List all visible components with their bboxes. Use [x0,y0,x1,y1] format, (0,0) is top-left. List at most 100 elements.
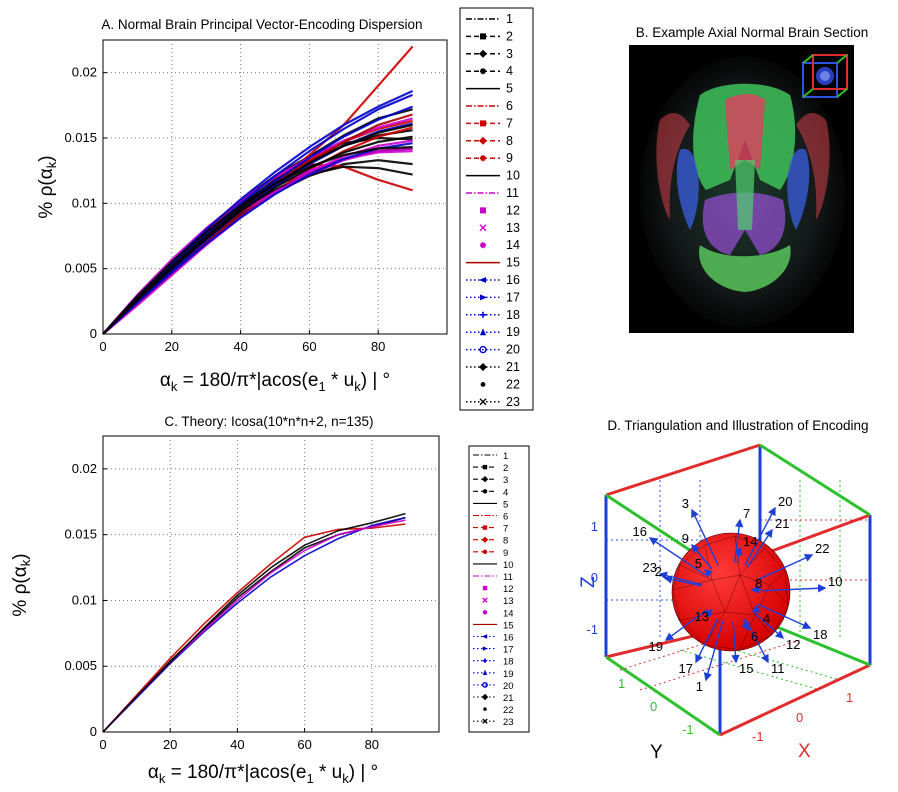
vector-label: 2 [655,564,662,579]
legend-entry-18: 18 [466,308,520,322]
legend-label: 16 [503,633,514,644]
legend-label: 7 [503,524,508,535]
legend-marker [480,155,486,162]
series-22-line [102,146,413,335]
vector-14: 14 [734,534,757,563]
legend-label: 21 [506,360,520,374]
legend-label: 6 [506,99,513,113]
legend-marker [482,658,488,663]
legend-label: 9 [503,548,508,559]
vector-label: 7 [743,506,750,521]
legend-label: 23 [503,717,514,728]
vector-1: 1 [696,620,724,694]
vector-arrow [734,546,743,563]
legend-entry-4: 4 [466,64,513,78]
legend-marker [479,224,487,232]
legend-marker [482,646,489,651]
legend-label: 13 [503,596,514,607]
legend-marker [482,489,488,494]
series-16-line [102,516,406,733]
vector-arrow [741,619,750,632]
legend-entry-1: 1 [473,451,508,462]
marker-diamond [481,693,489,701]
legend-label: 2 [503,463,508,474]
legend-marker [482,585,488,591]
panel-a-ticks: 0 20 40 60 80 0 0.005 0.01 0.015 0.02 [64,65,385,354]
series-6-line [102,523,406,733]
legend-marker [482,682,488,688]
vector-label: 3 [682,496,689,511]
legend-marker [482,549,488,554]
vector-label: 4 [763,611,770,626]
x-tick-label: 80 [365,737,379,752]
vector-arrow [703,620,724,682]
vector-arrow [758,554,814,581]
legend-entry-9: 9 [473,548,508,559]
vector-arrow [663,575,702,587]
legend-entry-12: 12 [482,584,514,595]
legend-entry-14: 14 [482,608,514,619]
vector-16: 16 [633,524,707,576]
x-tick-label: 20 [163,737,177,752]
y-axis-label: Y [650,742,663,763]
vector-label: 18 [813,627,827,642]
z-tick-0: 0 [591,570,598,585]
panel-a-chart: A. Normal Brain Principal Vector-Encodin… [36,17,448,394]
marker-x [479,224,487,232]
z-tick-neg1: -1 [586,622,598,637]
legend-entry-8: 8 [473,536,508,547]
panel-a-grid [103,40,447,334]
legend-marker [479,277,486,283]
legend-marker [480,68,486,75]
legend-marker [479,345,487,354]
legend-marker [482,718,488,724]
vector-19: 19 [649,609,708,654]
x-tick-label: 60 [297,737,311,752]
marker-triangle-right [480,294,487,301]
brain-section-image [640,56,846,328]
legend-entry-5: 5 [466,82,513,96]
vector-20: 20 [744,494,792,566]
legend-label: 7 [506,116,513,130]
marker-diamond [481,536,489,543]
legend-marker [481,476,489,483]
marker-triangle-up [480,328,486,336]
y-tick-1: 1 [618,676,625,691]
vector-4: 4 [751,604,770,626]
legend-marker [482,597,488,603]
vector-18: 18 [758,603,827,642]
x-tick-label: 0 [99,737,106,752]
vector-6: 6 [741,619,758,644]
legend-label: 8 [503,536,508,547]
legend-entry-16: 16 [466,273,520,287]
legend-entry-22: 22 [483,705,514,716]
y-tick-label: 0.015 [64,527,97,542]
legend-marker [482,525,488,530]
marker-triangle-up [482,669,488,675]
vector-3: 3 [682,496,719,566]
marker-dot [480,382,486,387]
panel-a-legend-box [459,7,534,411]
y-tick-label: 0.01 [72,195,97,210]
marker-square [480,120,486,127]
marker-circle [482,682,488,688]
marker-star [480,155,486,162]
panel-c-xlabel: αk = 180/π*|acos(e1 * uk) | ° [148,762,378,786]
vector-label: 5 [695,556,702,571]
legend-label: 8 [506,134,513,148]
vector-12: 12 [753,611,800,652]
panel-b-title: B. Example Axial Normal Brain Section [636,25,869,40]
legend-label: 10 [503,560,514,571]
y-tick-label: 0.02 [72,65,97,80]
y-tick-label: 0 [90,724,97,739]
legend-label: 10 [506,169,520,183]
marker-triangle-left [481,634,488,639]
legend-marker [482,464,488,470]
y-tick-label: 0.005 [64,261,97,276]
orientation-cube-icon [802,54,848,98]
vector-label: 21 [775,516,789,531]
legend-entry-18: 18 [473,657,514,668]
